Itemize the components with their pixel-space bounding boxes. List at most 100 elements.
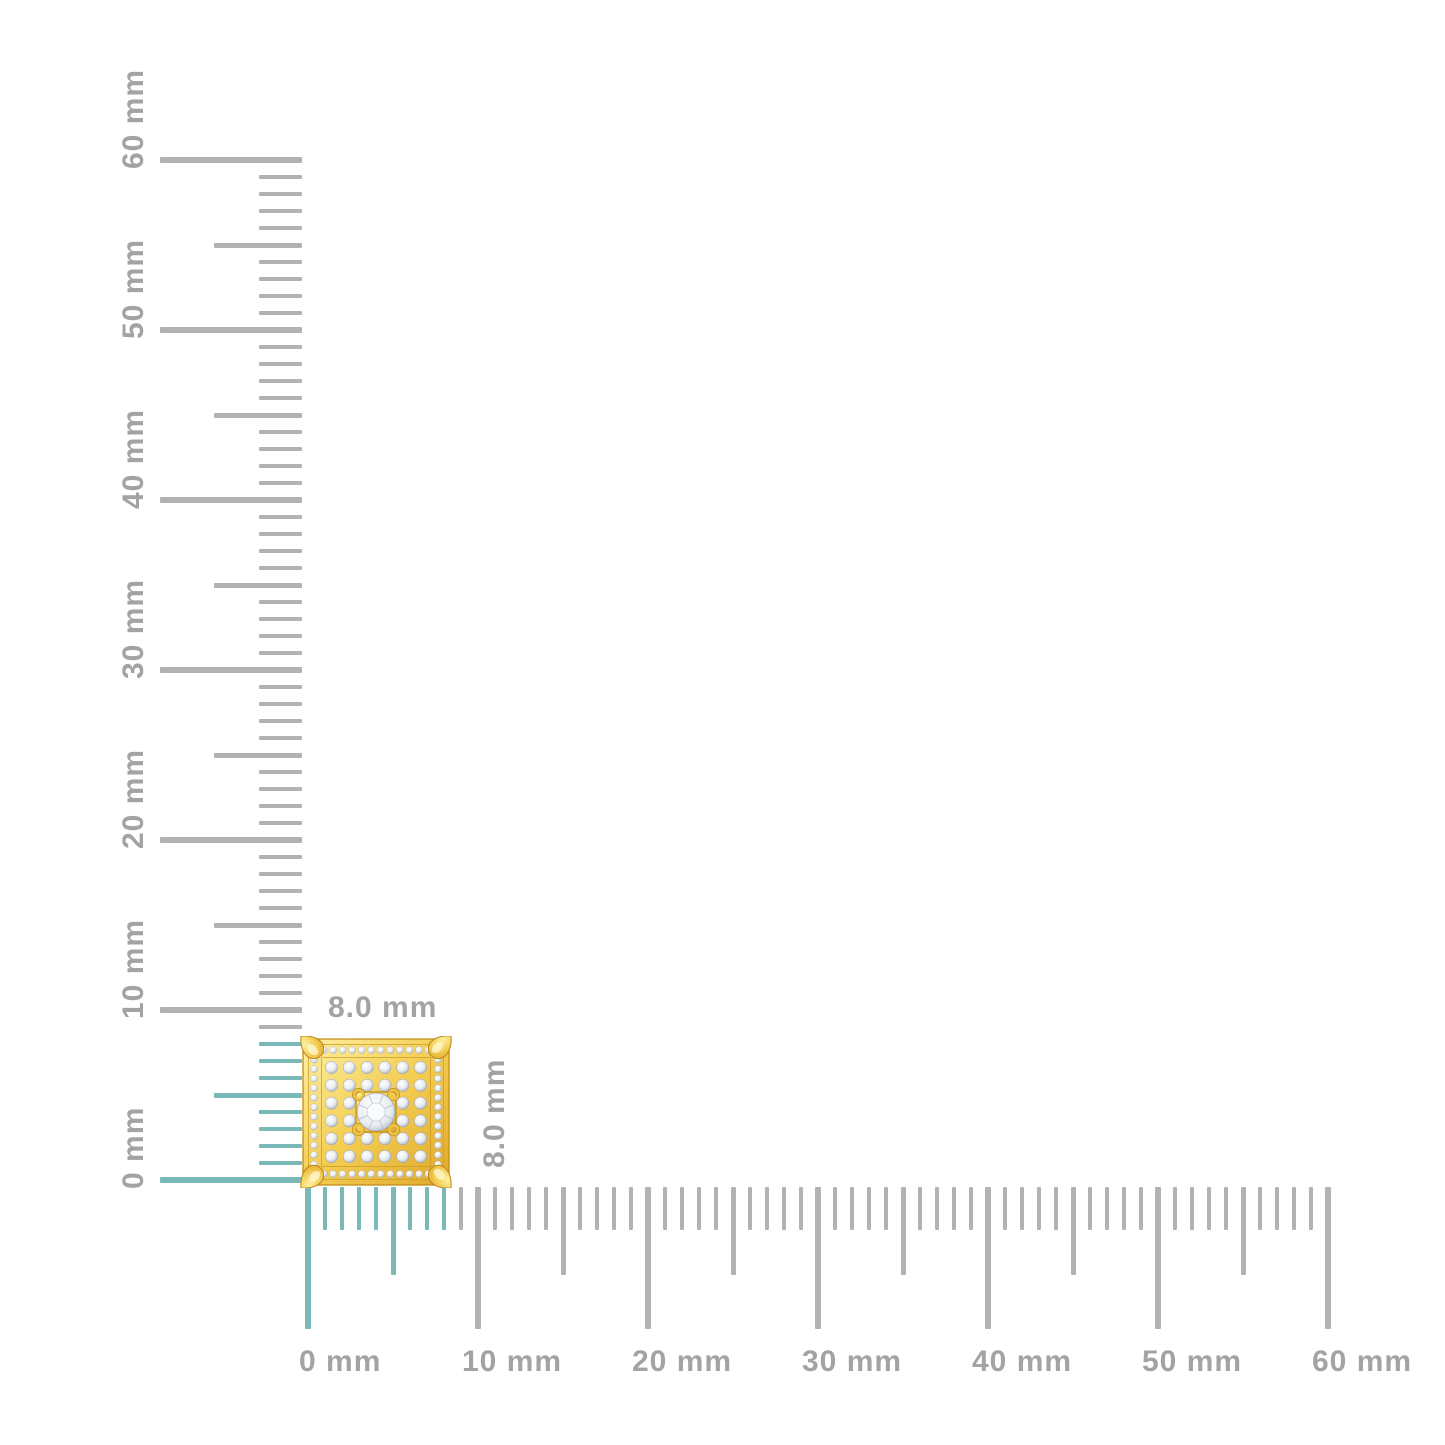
h-tick-28mm	[782, 1187, 786, 1230]
pave-diamond	[342, 1061, 356, 1074]
h-tick-59mm	[1309, 1187, 1313, 1230]
v-tick-55mm	[214, 242, 302, 248]
v-tick-8mm	[259, 1042, 302, 1046]
pave-diamond	[357, 1170, 366, 1178]
v-tick-16mm	[259, 906, 302, 910]
pave-diamond	[325, 1114, 338, 1128]
v-tick-9mm	[259, 1025, 302, 1029]
h-tick-23mm	[697, 1187, 701, 1230]
pave-diamond	[415, 1170, 423, 1178]
pave-diamond	[396, 1078, 410, 1092]
bezel-ring	[387, 1123, 400, 1136]
pave-diamond	[434, 1093, 442, 1102]
pave-diamond	[396, 1046, 404, 1054]
h-tick-19mm	[629, 1187, 633, 1230]
h-tick-17mm	[595, 1187, 599, 1230]
h-tick-37mm	[935, 1187, 939, 1230]
pave-diamond	[310, 1074, 318, 1083]
h-tick-22mm	[680, 1187, 684, 1230]
v-tick-26mm	[259, 736, 302, 740]
pave-diamond	[360, 1061, 374, 1074]
pave-diamond	[310, 1151, 318, 1159]
pave-diamond	[325, 1078, 338, 1092]
v-tick-47mm	[259, 379, 302, 383]
h-ruler-label-30mm: 30 mm	[802, 1345, 903, 1378]
v-tick-30mm	[160, 667, 302, 673]
pave-diamond	[310, 1065, 318, 1073]
pave-diamond	[414, 1114, 427, 1128]
h-tick-40mm	[985, 1187, 991, 1329]
h-tick-2mm	[340, 1187, 344, 1230]
h-tick-35mm	[900, 1187, 906, 1275]
pave-diamond	[360, 1150, 374, 1163]
v-tick-25mm	[214, 752, 302, 758]
h-tick-15mm	[560, 1187, 566, 1275]
pave-diamond	[396, 1150, 410, 1163]
v-tick-58mm	[259, 192, 302, 196]
v-tick-59mm	[259, 175, 302, 179]
v-tick-7mm	[259, 1059, 302, 1063]
h-tick-45mm	[1070, 1187, 1076, 1275]
facet-line	[368, 1120, 373, 1130]
h-ruler-label-20mm: 20 mm	[632, 1345, 733, 1378]
v-tick-12mm	[259, 974, 302, 978]
v-tick-54mm	[259, 260, 302, 264]
h-tick-49mm	[1139, 1187, 1143, 1230]
pave-diamond	[357, 1046, 366, 1054]
pave-diamond	[367, 1046, 375, 1054]
v-tick-32mm	[259, 634, 302, 638]
facet-line	[358, 1115, 368, 1120]
v-tick-19mm	[259, 855, 302, 859]
pave-diamond	[414, 1150, 427, 1163]
pave-diamond	[405, 1170, 414, 1178]
h-tick-60mm	[1325, 1187, 1331, 1329]
v-tick-38mm	[259, 532, 302, 536]
v-tick-1mm	[259, 1161, 302, 1165]
h-tick-48mm	[1122, 1187, 1126, 1230]
h-tick-58mm	[1292, 1187, 1296, 1230]
v-tick-48mm	[259, 362, 302, 366]
h-tick-36mm	[918, 1187, 922, 1230]
v-tick-57mm	[259, 209, 302, 213]
pave-diamond	[414, 1078, 427, 1092]
pave-diamond	[310, 1113, 318, 1121]
pave-diamond	[325, 1132, 338, 1146]
pave-diamond	[338, 1170, 347, 1178]
pave-diamond	[310, 1122, 318, 1131]
v-tick-39mm	[259, 515, 302, 519]
bezel-ring-outline	[387, 1123, 400, 1136]
diamond-table	[366, 1102, 386, 1122]
pave-diamond	[386, 1170, 395, 1178]
h-tick-42mm	[1020, 1187, 1024, 1230]
v-tick-15mm	[214, 922, 302, 928]
v-tick-17mm	[259, 889, 302, 893]
v-ruler-label-60mm: 60 mm	[117, 68, 150, 169]
v-tick-31mm	[259, 651, 302, 655]
h-tick-3mm	[357, 1187, 361, 1230]
v-tick-11mm	[259, 991, 302, 995]
h-tick-33mm	[867, 1187, 871, 1230]
facet-line	[379, 1120, 384, 1130]
pave-diamond	[360, 1132, 374, 1146]
facet-line	[384, 1115, 394, 1120]
pave-diamond	[405, 1046, 414, 1054]
h-tick-4mm	[374, 1187, 378, 1230]
h-tick-16mm	[578, 1187, 582, 1230]
v-tick-52mm	[259, 294, 302, 298]
pave-diamond	[378, 1061, 392, 1074]
v-tick-40mm	[160, 497, 302, 503]
h-tick-56mm	[1258, 1187, 1262, 1230]
pave-diamond	[396, 1114, 410, 1128]
prong-top-left	[300, 1036, 325, 1060]
pave-diamond	[310, 1132, 318, 1140]
pave-diamond	[434, 1141, 442, 1150]
v-tick-33mm	[259, 617, 302, 621]
h-tick-10mm	[475, 1187, 481, 1329]
v-tick-18mm	[259, 872, 302, 876]
h-tick-29mm	[799, 1187, 803, 1230]
v-tick-41mm	[259, 481, 302, 485]
pave-diamond	[415, 1046, 423, 1054]
h-tick-13mm	[527, 1187, 531, 1230]
corner-prongs	[300, 1036, 452, 1188]
